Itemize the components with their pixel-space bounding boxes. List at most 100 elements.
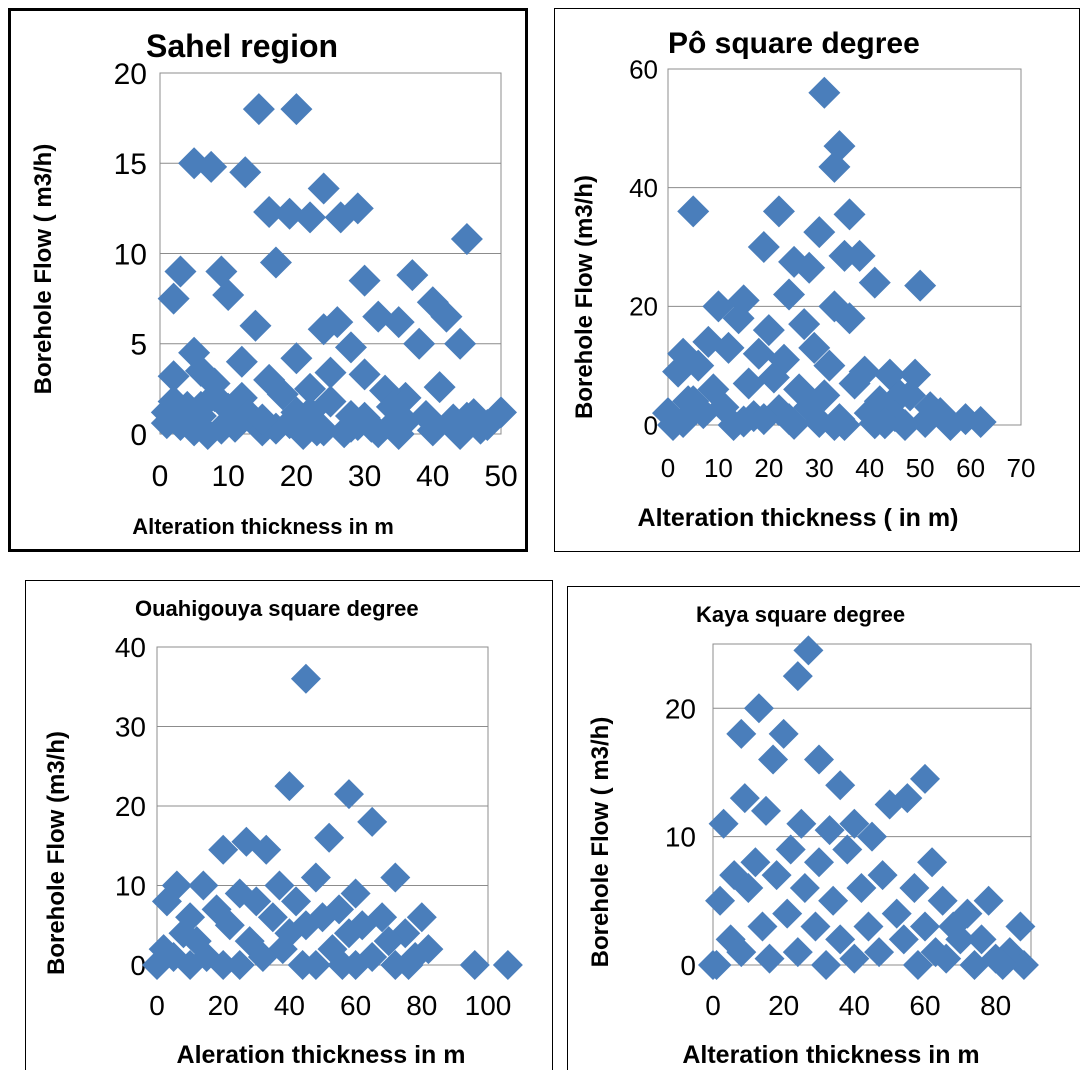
x-axis-label: Alteration thickness in m (682, 1041, 979, 1069)
data-point (314, 822, 345, 853)
data-point (798, 331, 831, 364)
data-point (208, 834, 239, 865)
data-point (931, 943, 962, 974)
data-point (722, 302, 755, 335)
data-point (772, 898, 803, 929)
y-tick-label: 0 (644, 410, 658, 440)
y-tick-label: 0 (130, 950, 146, 981)
data-point (246, 403, 279, 436)
x-tick-label: 30 (348, 460, 381, 493)
x-tick-label: 60 (956, 453, 985, 483)
data-point (966, 924, 997, 955)
data-point (945, 924, 976, 955)
data-point (259, 246, 292, 279)
data-point (994, 937, 1025, 968)
data-point (1008, 950, 1039, 980)
data-point (899, 358, 932, 391)
data-point (782, 937, 813, 968)
data-point (340, 878, 371, 909)
data-point (677, 385, 710, 418)
data-point (788, 308, 821, 341)
data-point (257, 902, 288, 933)
data-point (909, 406, 942, 439)
data-point (492, 950, 523, 980)
data-point (727, 405, 760, 438)
data-point (773, 278, 806, 311)
x-tick-label: 60 (340, 990, 371, 1021)
data-point (800, 911, 831, 942)
data-point (751, 795, 781, 826)
data-point (450, 223, 483, 256)
data-point (858, 266, 891, 299)
data-point (333, 779, 364, 810)
x-tick-label: 80 (980, 990, 1011, 1021)
y-axis-label: Borehole Flow (m3/h) (571, 175, 598, 419)
data-point (775, 834, 806, 865)
data-point (375, 408, 408, 441)
x-tick-label: 0 (705, 990, 721, 1021)
data-point (803, 216, 836, 249)
data-point (334, 410, 367, 443)
data-point (242, 93, 275, 126)
data-point (280, 93, 313, 126)
data-point (910, 911, 940, 942)
data-point (804, 847, 834, 878)
x-tick-label: 80 (406, 990, 437, 1021)
x-tick-label: 60 (909, 990, 940, 1021)
data-point (241, 886, 272, 917)
y-tick-label: 20 (114, 58, 147, 91)
x-tick-label: 0 (661, 453, 675, 483)
data-point (214, 910, 245, 941)
y-axis-label: Borehole Flow ( m3/h) (30, 144, 57, 395)
data-point (904, 269, 937, 302)
chart-title: Sahel region (146, 28, 338, 64)
data-point (450, 401, 483, 434)
data-point (814, 815, 845, 846)
data-point (251, 834, 282, 865)
data-point (818, 290, 851, 323)
data-point (793, 251, 826, 284)
data-point (229, 156, 262, 189)
data-point (151, 886, 182, 917)
data-point (762, 195, 795, 228)
chart-title: Pô square degree (668, 27, 920, 60)
data-point (239, 309, 272, 342)
data-point (818, 409, 851, 441)
data-point (793, 635, 824, 666)
chart-panel-sahel: Sahel region Alteration thickness in m B… (8, 8, 528, 552)
data-point (733, 872, 764, 903)
data-point (287, 950, 318, 980)
data-point (825, 924, 856, 955)
data-point (747, 231, 780, 263)
data-point (294, 372, 327, 405)
data-point (264, 870, 295, 901)
x-tick-label: 20 (754, 453, 783, 483)
data-point (754, 943, 785, 974)
data-point (732, 367, 765, 400)
y-tick-label: 30 (115, 712, 146, 743)
data-point (804, 744, 834, 775)
data-point (294, 201, 327, 234)
data-point (205, 255, 238, 288)
data-point (348, 358, 381, 391)
data-point (300, 862, 331, 893)
data-point (808, 76, 841, 109)
data-point (752, 314, 785, 347)
data-point (768, 718, 799, 749)
data-point (846, 872, 877, 903)
data-point (416, 414, 449, 447)
data-point (864, 937, 895, 968)
x-tick-label: 20 (768, 990, 799, 1021)
data-point (380, 862, 411, 893)
chart-panel-ouahigouya: Ouahigouya square degree Aleration thick… (25, 580, 553, 1070)
data-point (702, 290, 735, 323)
x-tick-label: 10 (704, 453, 733, 483)
data-point (175, 950, 206, 980)
data-point (848, 355, 881, 388)
y-axis-label: Borehole Flow ( m3/h) (587, 717, 614, 968)
x-tick-label: 0 (149, 990, 165, 1021)
data-point (757, 361, 790, 394)
data-point (873, 358, 906, 391)
data-point (867, 860, 898, 891)
data-point (403, 327, 436, 360)
